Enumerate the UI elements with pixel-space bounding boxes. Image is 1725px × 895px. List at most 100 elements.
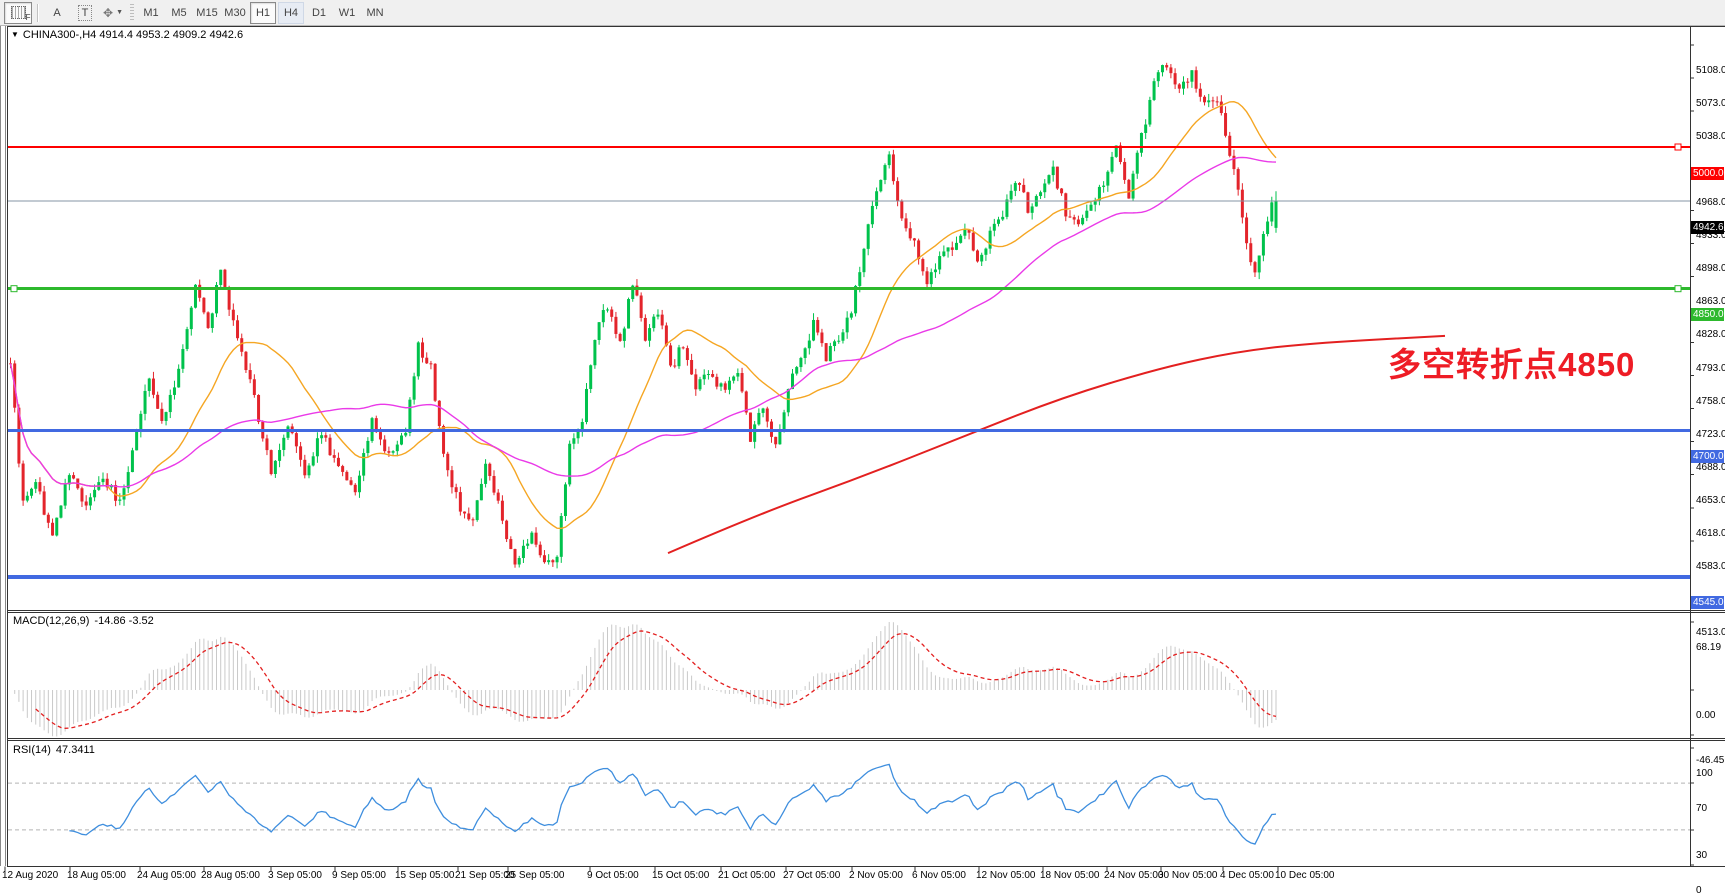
candle: [870, 205, 874, 225]
price-tick-label: 4933.0: [1696, 230, 1725, 242]
candle: [719, 383, 723, 387]
candle: [610, 309, 614, 317]
candle: [63, 484, 67, 506]
candle: [904, 218, 908, 229]
candle: [614, 316, 618, 334]
time-label: 18 Aug 05:00: [67, 870, 126, 881]
timeframe-button-w1[interactable]: W1: [338, 6, 356, 19]
macd-scale-label: 0.00: [1696, 710, 1716, 721]
candle: [236, 320, 240, 339]
rsi-line: [69, 763, 1277, 845]
line-handle[interactable]: [1674, 285, 1682, 293]
candle: [496, 492, 500, 501]
chart-grid-button[interactable]: F: [4, 1, 32, 24]
trend-curve[interactable]: [667, 334, 1446, 555]
candle: [816, 319, 820, 333]
line-handle[interactable]: [1674, 143, 1682, 151]
candle: [1224, 113, 1228, 136]
candle: [938, 256, 942, 270]
timeframe-button-mn[interactable]: MN: [366, 6, 384, 19]
candle: [130, 450, 134, 473]
candle: [631, 285, 635, 300]
candle: [534, 532, 538, 545]
timeframe-button-m5[interactable]: M5: [171, 6, 187, 19]
candle: [307, 465, 311, 476]
crosshair-arrows-button[interactable]: ✥ ▼: [100, 2, 126, 24]
candle: [854, 285, 858, 314]
candle: [967, 229, 971, 233]
candle: [1076, 219, 1080, 225]
candle: [412, 376, 416, 400]
time-label: 9 Oct 05:00: [587, 870, 639, 881]
candle: [198, 284, 202, 298]
candle: [807, 340, 811, 349]
candle: [791, 373, 795, 390]
candle: [454, 487, 458, 493]
time-label: 25 Sep 05:00: [505, 870, 565, 881]
line-handle[interactable]: [10, 285, 18, 293]
candle: [1039, 192, 1043, 197]
price-tick-label: 4793.0: [1696, 362, 1725, 374]
candle: [778, 430, 782, 445]
rsi-value: 47.3411: [55, 744, 95, 756]
candle: [479, 483, 483, 501]
candle: [505, 520, 509, 540]
candle: [538, 544, 542, 556]
time-label: 10 Dec 05:00: [1275, 870, 1335, 881]
candle: [1030, 206, 1034, 213]
candle: [660, 314, 664, 326]
candle: [1026, 192, 1030, 213]
candle: [1110, 156, 1114, 172]
candle: [1022, 184, 1026, 193]
candle: [1144, 124, 1148, 133]
candle: [1198, 88, 1202, 97]
timeframe-button-d1[interactable]: D1: [311, 6, 327, 19]
candle: [963, 229, 967, 236]
cursor-a-button[interactable]: A: [44, 2, 70, 24]
toolbar-grip: [130, 3, 134, 22]
candle: [185, 329, 189, 350]
macd-scale-label: 68.19: [1696, 642, 1722, 653]
timeframe-button-m30[interactable]: M30: [224, 6, 246, 19]
candle: [437, 400, 441, 427]
timeframe-button-m15[interactable]: M15: [196, 6, 218, 19]
candle: [795, 367, 799, 374]
candle: [782, 412, 786, 431]
candle: [866, 224, 870, 249]
rsi-scale-label: 0: [1696, 885, 1702, 895]
candle: [690, 359, 694, 375]
symbol-period-label: CHINA300-,H4: [22, 29, 97, 41]
candle: [1207, 100, 1211, 103]
candle: [744, 391, 748, 413]
candle: [812, 319, 816, 341]
candle: [988, 230, 992, 249]
candle: [618, 333, 622, 341]
candle: [555, 556, 559, 563]
timeframe-button-m1[interactable]: M1: [143, 6, 159, 19]
candle: [753, 424, 757, 442]
time-label: 21 Sep 05:00: [455, 870, 515, 881]
candle: [1068, 216, 1072, 218]
candle: [765, 408, 769, 422]
time-label: 24 Nov 05:00: [1104, 870, 1164, 881]
candle: [353, 484, 357, 493]
candle: [88, 497, 92, 506]
candle: [391, 451, 395, 453]
text-label-button[interactable]: T: [72, 2, 98, 24]
candle: [900, 201, 904, 219]
candle: [1215, 101, 1219, 103]
chinese-annotation-text[interactable]: 多空转折点4850: [1388, 346, 1636, 383]
candle: [1156, 72, 1160, 82]
candle: [1055, 166, 1059, 189]
candle: [231, 309, 235, 321]
candle: [442, 426, 446, 454]
candle: [572, 438, 576, 444]
candle: [732, 376, 736, 381]
rsi-name: RSI(14): [13, 744, 51, 756]
timeframe-button-h4[interactable]: H4: [278, 1, 304, 24]
candle: [799, 357, 803, 368]
timeframe-button-h1[interactable]: H1: [250, 1, 276, 24]
candle: [357, 475, 361, 493]
candle: [1118, 145, 1122, 162]
